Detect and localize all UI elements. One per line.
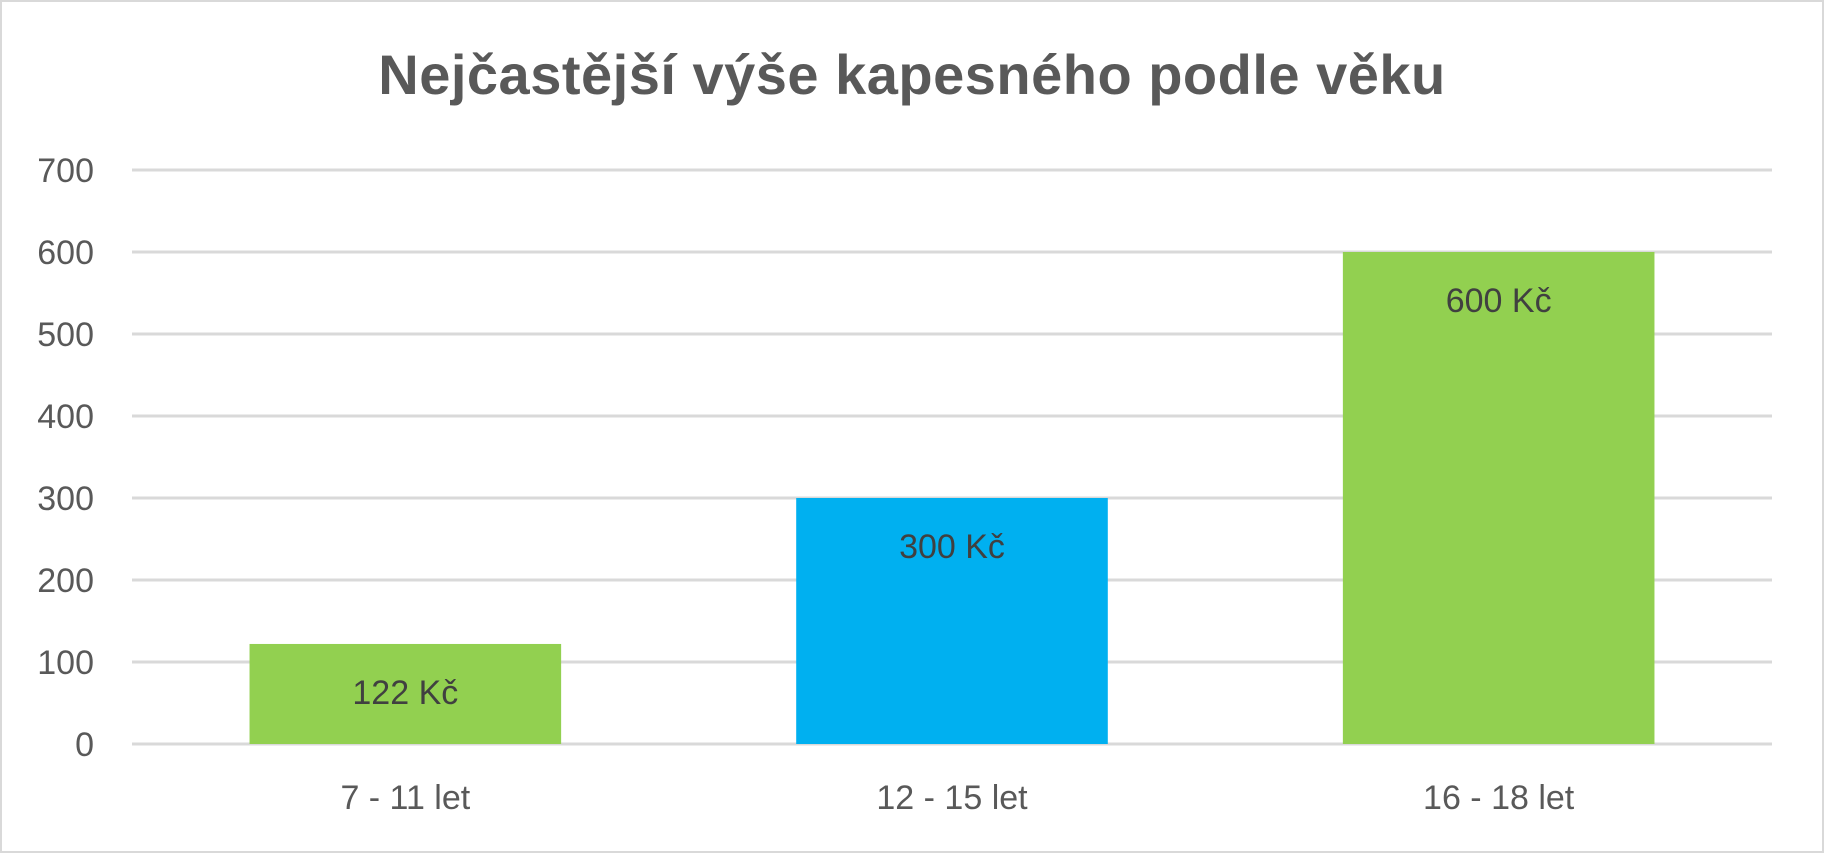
y-tick-label: 300 [37, 480, 94, 518]
y-tick-label: 200 [37, 562, 94, 600]
y-tick-label: 400 [37, 398, 94, 436]
bar [1342, 252, 1655, 744]
data-label: 122 Kč [352, 674, 458, 712]
y-tick-label: 700 [37, 152, 94, 190]
x-tick-label: 7 - 11 let [340, 779, 470, 817]
bar [796, 498, 1108, 744]
chart-title: Nejčastější výše kapesného podle věku [378, 43, 1446, 106]
x-axis-ticks: 7 - 11 let 12 - 15 let 16 - 18 let [340, 779, 1574, 817]
y-tick-label: 0 [75, 726, 94, 764]
y-tick-label: 600 [37, 234, 94, 272]
bars [249, 252, 1655, 744]
y-axis-ticks: 0 100 200 300 400 500 600 700 [37, 152, 94, 764]
data-labels: 122 Kč 300 Kč 600 Kč [352, 282, 1551, 712]
bar [249, 643, 562, 744]
y-tick-label: 100 [37, 644, 94, 682]
y-tick-label: 500 [37, 316, 94, 354]
x-tick-label: 16 - 18 let [1423, 779, 1575, 817]
data-label: 300 Kč [899, 528, 1005, 566]
x-tick-label: 12 - 15 let [876, 779, 1028, 817]
data-label: 600 Kč [1446, 282, 1552, 320]
